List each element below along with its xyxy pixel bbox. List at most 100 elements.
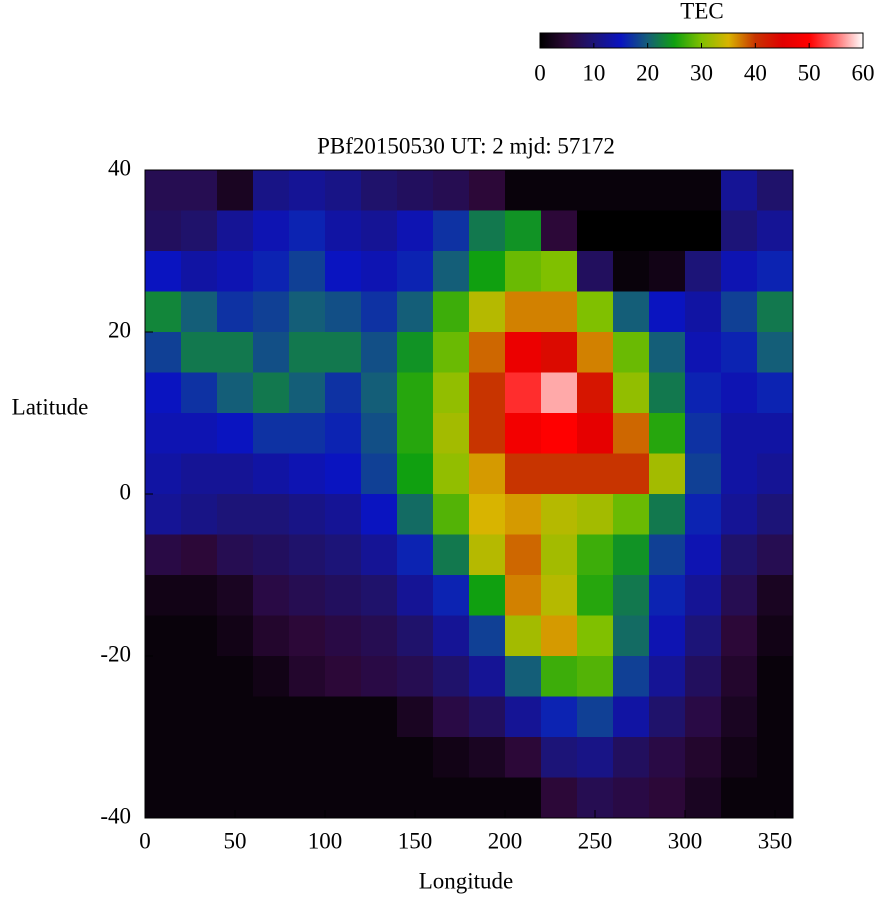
heatmap-cell [757,291,794,333]
heatmap-cell [289,372,326,414]
heatmap-cell [253,372,290,414]
heatmap-cell [325,291,362,333]
heatmap-cell [469,413,506,454]
heatmap-cell [217,291,254,333]
heatmap-cell [721,453,758,495]
heatmap-cell [433,210,470,252]
heatmap-cell [577,494,614,535]
heatmap-cell [469,372,506,414]
heatmap-cell [469,696,506,738]
heatmap-cell [541,291,578,333]
heatmap-cell [613,696,650,738]
heatmap-cell [649,656,686,697]
heatmap-cell [721,494,758,535]
heatmap-cell [361,737,398,778]
heatmap-cell [757,251,794,292]
heatmap-cell [325,332,362,373]
heatmap-cell [433,332,470,373]
heatmap-cell [577,413,614,454]
heatmap-cell [145,332,182,373]
heatmap-cell [253,656,290,697]
heatmap-cell [325,372,362,414]
heatmap-cell [613,291,650,333]
heatmap-cell [325,615,362,657]
heatmap-cell [253,170,290,211]
heatmap-cell [361,494,398,535]
x-tick-label: 100 [308,828,343,853]
heatmap-cell [181,170,218,211]
heatmap-cell [361,251,398,292]
heatmap-cell [361,291,398,333]
chart-title: PBf20150530 UT: 2 mjd: 57172 [317,133,615,158]
heatmap-cell [505,251,542,292]
heatmap-cell [613,494,650,535]
heatmap-cell [649,453,686,495]
heatmap-cell [541,737,578,778]
heatmap-cell [217,534,254,576]
heatmap-cell [145,777,182,819]
heatmap-cell [433,170,470,211]
heatmap-cell [397,575,434,616]
heatmap-cell [469,251,506,292]
heatmap-cell [577,372,614,414]
heatmap-cell [541,413,578,454]
heatmap-cell [757,332,794,373]
heatmap-cell [253,251,290,292]
heatmap-cell [397,413,434,454]
heatmap-cell [505,656,542,697]
heatmap-cell [469,777,506,819]
heatmap-cell [721,413,758,454]
heatmap-cell [289,291,326,333]
heatmap-cell [613,656,650,697]
heatmap-cell [541,777,578,819]
heatmap-cell [577,170,614,211]
heatmap-cell [325,413,362,454]
x-axis-label: Longitude [419,868,514,893]
heatmap-cell [505,413,542,454]
heatmap-cell [757,210,794,252]
heatmap-cell [289,210,326,252]
heatmap-cell [757,615,794,657]
heatmap-cell [289,737,326,778]
heatmap-cell [433,575,470,616]
heatmap-cell [325,251,362,292]
heatmap-cell [145,372,182,414]
heatmap-cell [613,332,650,373]
heatmap-cell [649,615,686,657]
heatmap-cell [325,494,362,535]
heatmap-cell [757,170,794,211]
heatmap-cell [289,413,326,454]
heatmap-cell [145,494,182,535]
heatmap-cell [325,737,362,778]
heatmap-cell [397,534,434,576]
heatmap-cell [685,210,722,252]
heatmap-cell [433,777,470,819]
heatmap-cell [613,251,650,292]
x-tick-label: 300 [668,828,703,853]
heatmap-cell [361,615,398,657]
heatmap-cell [505,696,542,738]
heatmap-cell [541,656,578,697]
heatmap-cell [181,210,218,252]
heatmap-cell [325,170,362,211]
heatmap-cell [685,534,722,576]
heatmap-cell [433,494,470,535]
heatmap-cell [397,453,434,495]
heatmap-cell [685,170,722,211]
heatmap-cell [289,615,326,657]
y-tick-label: 40 [108,155,131,180]
heatmap-cell [361,777,398,819]
x-tick-label: 0 [139,828,151,853]
heatmap-cell [577,291,614,333]
heatmap-cell [325,575,362,616]
heatmap-cell [757,494,794,535]
heatmap-cell [469,615,506,657]
heatmap-cell [541,372,578,414]
heatmap-cell [397,332,434,373]
heatmap-cell [145,737,182,778]
heatmap-cell [289,170,326,211]
colorbar-tick-label: 10 [582,60,605,85]
heatmap-cell [145,413,182,454]
y-axis-label: Latitude [12,394,89,419]
heatmap-cell [649,413,686,454]
